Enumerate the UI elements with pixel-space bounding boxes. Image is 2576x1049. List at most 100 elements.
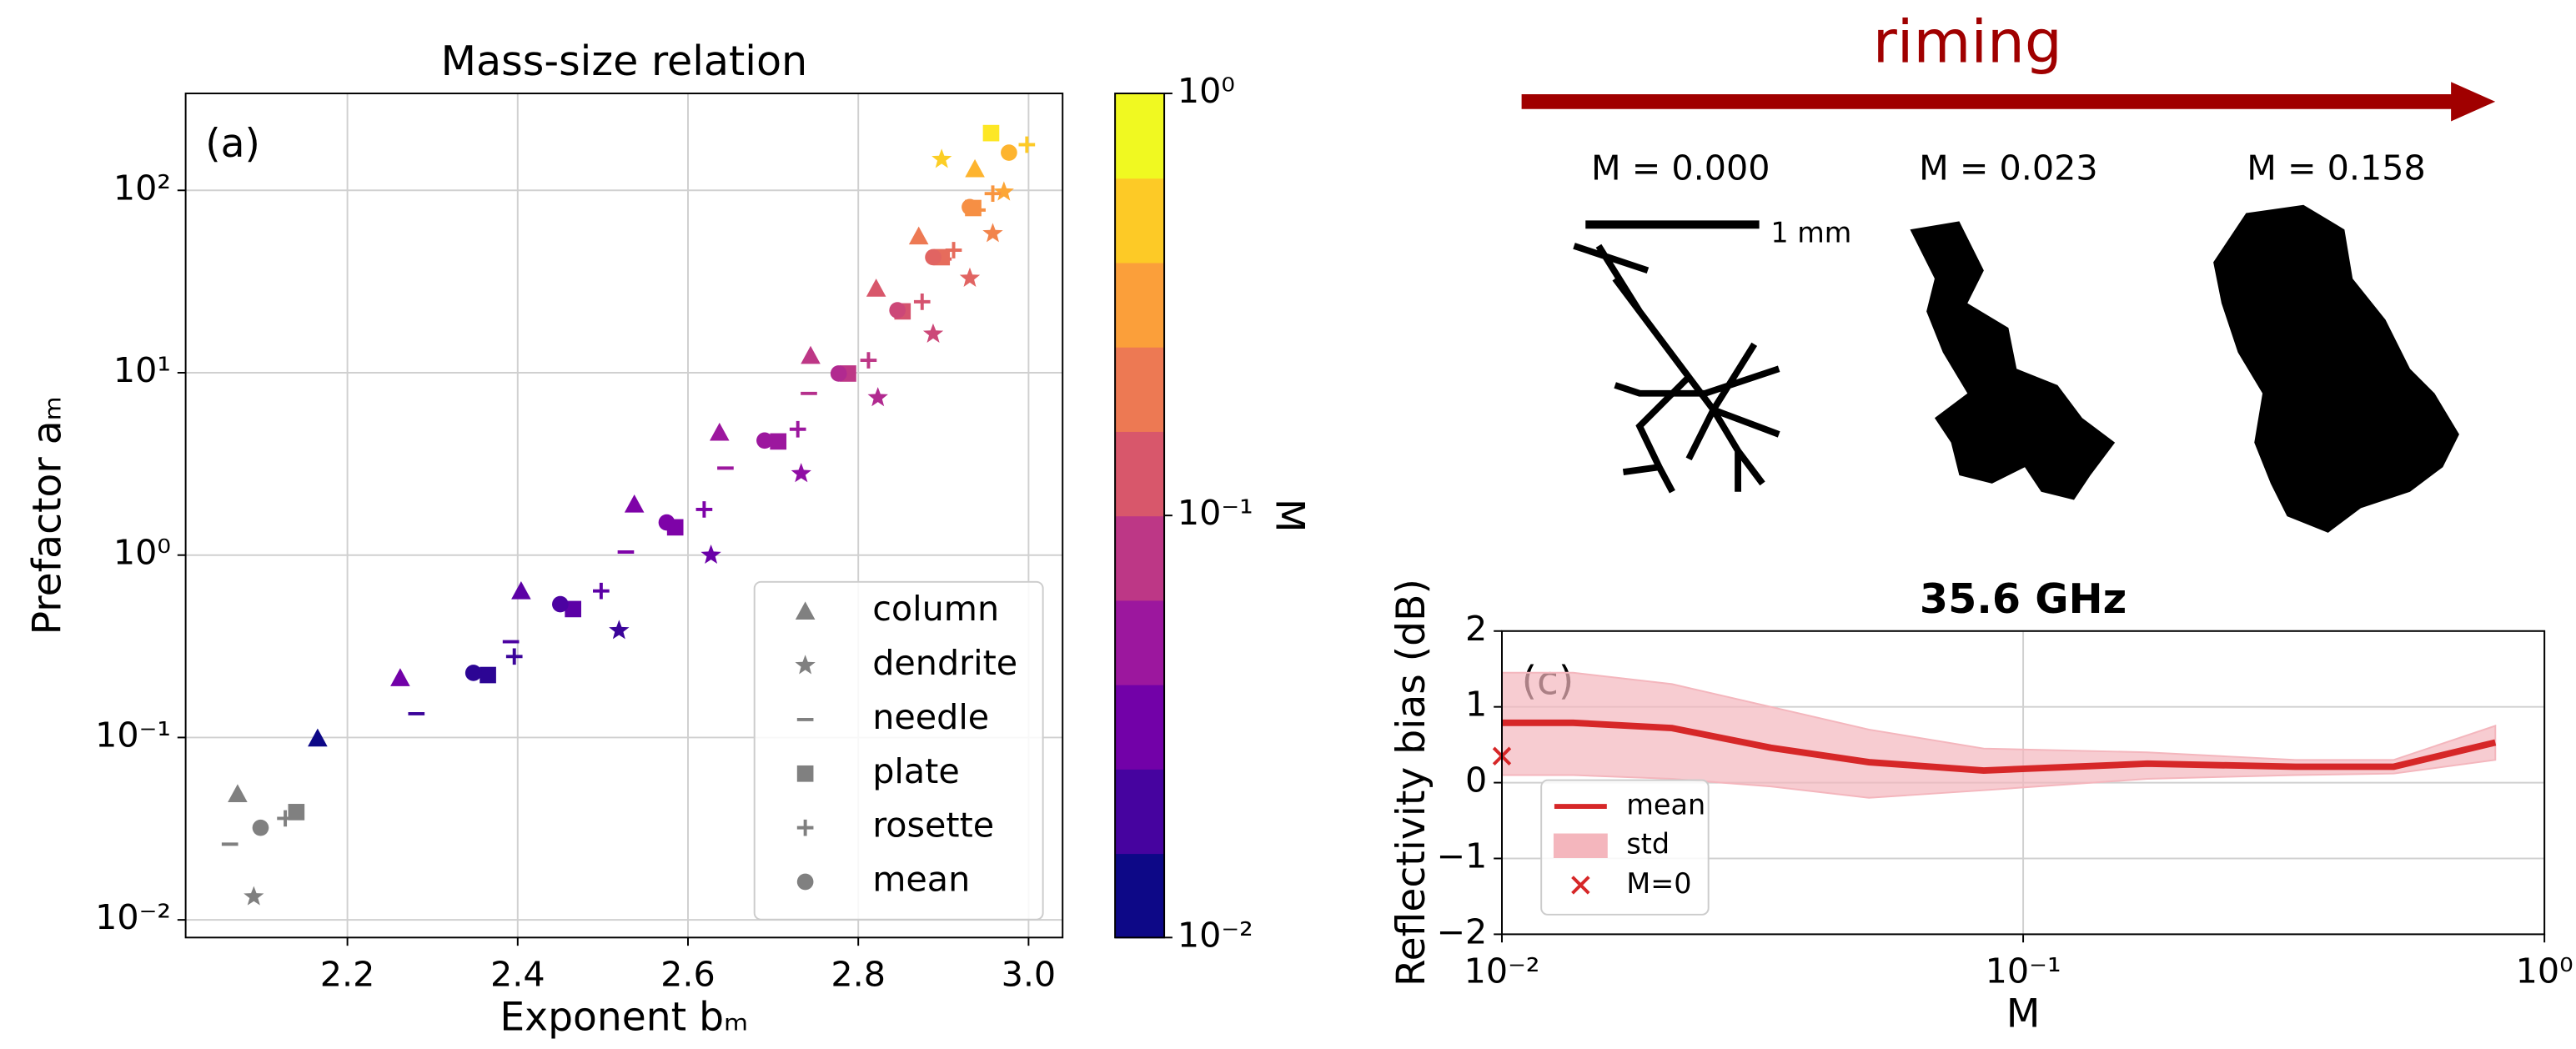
y-tick-label: −2 (1436, 911, 1487, 951)
point (756, 432, 773, 449)
y-axis-label: Reflectivity bias (dB) (1388, 579, 1434, 986)
x-tick-label: 10⁻¹ (1986, 951, 2061, 991)
legend-label: needle (872, 697, 989, 737)
x-tick-label: 10⁰ (2516, 951, 2573, 991)
particle-label: M = 0.023 (1919, 148, 2098, 188)
point (962, 198, 978, 216)
point (552, 595, 569, 613)
legend-swatch (1553, 833, 1608, 859)
colorbar-bin (1115, 178, 1165, 264)
point (695, 501, 713, 518)
legend-label: mean (872, 860, 970, 900)
particle-label: M = 0.000 (1591, 148, 1770, 188)
point (288, 804, 305, 821)
point (709, 422, 730, 441)
colorbar-bin (1115, 93, 1165, 179)
point (945, 242, 962, 258)
point (228, 784, 248, 803)
y-tick-label: 10¹ (113, 350, 171, 390)
point (984, 185, 1002, 202)
legend-label: std (1626, 828, 1670, 861)
colorbar-bin (1115, 430, 1165, 517)
x-tick-label: 2.4 (490, 955, 545, 995)
colorbar-bin (1115, 768, 1165, 855)
legend-marker (796, 765, 814, 782)
particle-dendrite (1573, 243, 1780, 494)
point (1001, 144, 1017, 161)
y-tick-label: 2 (1465, 609, 1487, 649)
y-tick-label: −1 (1436, 836, 1487, 876)
point (593, 582, 610, 600)
y-tick-label: 10⁻¹ (95, 715, 171, 755)
point (565, 600, 581, 618)
point (959, 267, 981, 287)
point (889, 302, 906, 319)
x-tick-label: 10⁻² (1464, 951, 1540, 991)
x-axis-label: Exponent bₘ (500, 995, 748, 1041)
legend-marker (795, 655, 816, 675)
point (866, 279, 886, 297)
legend-label: plate (872, 751, 960, 791)
legend-marker (796, 873, 814, 891)
point (922, 323, 944, 344)
riming-label: riming (1873, 8, 2062, 77)
x-tick-label: 2.8 (831, 955, 886, 995)
point (801, 345, 821, 364)
point (390, 668, 410, 686)
point (982, 223, 1003, 243)
colorbar-bin (1115, 600, 1165, 685)
plot-frame (184, 93, 1064, 939)
point (505, 648, 523, 665)
colorbar-bin (1115, 515, 1165, 601)
legend-marker (796, 819, 814, 836)
point (908, 226, 929, 245)
y-tick-label: 0 (1465, 760, 1487, 801)
legend-label: rosette (872, 806, 994, 846)
point (860, 352, 877, 369)
particle-graupel (2213, 204, 2459, 533)
colorbar-tick-label: 10⁰ (1178, 71, 1235, 111)
legend-marker (1571, 876, 1590, 895)
colorbar-bin (1115, 346, 1165, 432)
legend-label: mean (1626, 789, 1705, 821)
point (277, 810, 294, 827)
point (480, 666, 496, 684)
colorbar-tick-label: 10⁻¹ (1178, 493, 1253, 533)
x-tick-label: 2.6 (660, 955, 716, 995)
colorbar-label: M (1267, 499, 1313, 533)
x-axis-label: M (2006, 991, 2041, 1037)
mean-line (1502, 719, 2497, 774)
particle-rimed (1910, 221, 2116, 500)
legend-box (753, 580, 1044, 921)
point (700, 544, 721, 564)
chart-title: Mass-size relation (441, 37, 807, 85)
panel-annotation: (a) (205, 121, 260, 167)
y-tick-label: 1 (1465, 685, 1487, 725)
scale-label: 1 mm (1770, 217, 1851, 249)
legend-marker (795, 601, 816, 620)
plot-frame (1501, 630, 2546, 936)
point (993, 181, 1014, 201)
point (791, 463, 811, 483)
y-axis-label: Prefactor aₘ (24, 396, 70, 635)
x-tick-label: 2.2 (320, 955, 375, 995)
point (913, 294, 931, 310)
point (1018, 136, 1036, 153)
x-tick-label: 3.0 (1002, 955, 1057, 995)
point (770, 433, 787, 450)
y-tick-label: 10² (113, 168, 171, 208)
point (658, 514, 675, 531)
point (252, 819, 269, 836)
colorbar-tick-label: 10⁻² (1178, 915, 1253, 955)
point (789, 420, 806, 438)
point (511, 581, 531, 600)
colorbar-bin (1115, 262, 1165, 348)
point (830, 365, 847, 382)
particle-label: M = 0.158 (2247, 148, 2426, 188)
legend-label: dendrite (872, 643, 1017, 683)
colorbar-bin (1115, 853, 1165, 939)
point (867, 387, 888, 407)
